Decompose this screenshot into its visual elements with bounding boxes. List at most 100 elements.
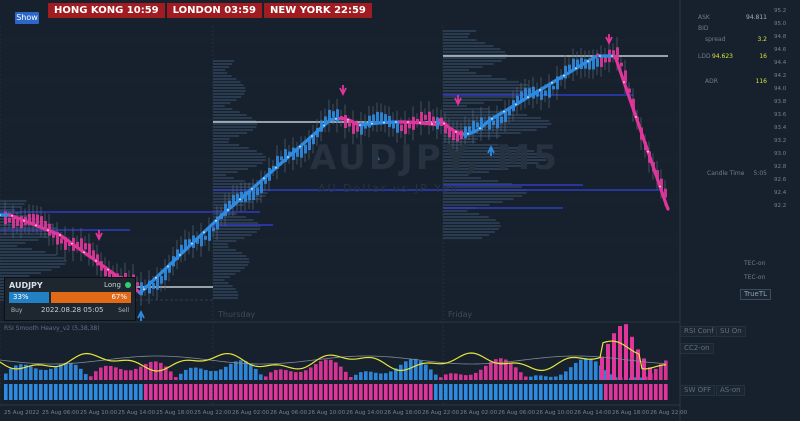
su-on-button[interactable]: SU On: [716, 326, 746, 337]
tec-on-button-2[interactable]: TEC-on: [744, 274, 766, 281]
ask-label: ASK: [698, 14, 710, 21]
volume-profile-day2: [213, 78, 237, 80]
candle-body: [56, 232, 59, 245]
price-axis-label: 93.0: [774, 151, 787, 157]
rsi-conf-button[interactable]: RSI Conf: [680, 326, 718, 337]
volume-profile-day3: [443, 192, 527, 194]
candle-body: [328, 109, 331, 123]
indicator-histogram-bar: [124, 370, 128, 380]
indicator-histogram-bar: [199, 368, 203, 380]
volume-profile-day3: [443, 186, 522, 188]
candle-body: [304, 144, 307, 154]
candle-body: [248, 191, 251, 201]
sell-arrow-icon: [95, 230, 103, 242]
volume-profile-day2: [213, 150, 257, 152]
day-label-friday: Friday: [448, 310, 473, 319]
candle-body: [408, 123, 411, 129]
candle-body: [564, 65, 567, 79]
strength-strip-bar: [49, 384, 53, 400]
strength-strip-bar: [599, 384, 603, 400]
strength-strip-bar: [169, 384, 173, 400]
candle-body: [616, 47, 619, 61]
indicator-histogram-bar: [484, 365, 488, 380]
volume-profile-day3: [443, 234, 490, 236]
volume-profile-day2: [213, 255, 247, 257]
indicator-spike-bar: [618, 326, 622, 380]
volume-profile-day1: [0, 269, 52, 271]
indicator-histogram-bar: [399, 364, 403, 380]
candle-body: [332, 111, 335, 118]
show-button[interactable]: Show: [15, 12, 39, 24]
moving-average-dot: [611, 55, 613, 57]
tec-on-button-1[interactable]: TEC-on: [744, 260, 766, 267]
indicator-histogram-bar: [179, 373, 183, 380]
ldd-label: LDD: [698, 53, 711, 60]
volume-profile-day2: [213, 282, 229, 284]
strength-strip-bar: [504, 384, 508, 400]
candle-body: [228, 200, 231, 209]
indicator-histogram-bar: [244, 361, 248, 380]
strength-strip-bar: [469, 384, 473, 400]
volume-profile-day2: [213, 93, 245, 95]
volume-profile-day3: [443, 63, 494, 65]
volume-profile-day2: [213, 237, 245, 239]
volume-profile-day3: [443, 126, 548, 128]
volume-profile-day3: [443, 111, 510, 113]
price-axis-label: 92.4: [774, 190, 787, 196]
strength-strip-bar: [259, 384, 263, 400]
moving-average-dot: [347, 118, 349, 121]
indicator-histogram-bar: [489, 361, 493, 380]
volume-profile-day3: [443, 153, 545, 155]
volume-profile-day2: [213, 144, 240, 146]
volume-profile-day3: [443, 135, 501, 137]
sw-off-button[interactable]: SW OFF: [680, 385, 716, 396]
volume-profile-day2: [213, 243, 228, 245]
strength-strip-bar: [124, 384, 128, 400]
moving-average-dot: [635, 116, 637, 118]
indicator-histogram-bar: [529, 376, 533, 380]
strength-strip-bar: [309, 384, 313, 400]
strength-strip-bar: [449, 384, 453, 400]
strength-strip-bar: [534, 384, 538, 400]
moving-average-dot: [11, 214, 13, 217]
indicator-histogram-bar: [394, 368, 398, 380]
indicator-histogram-bar: [264, 376, 268, 380]
volume-profile-day3: [443, 210, 468, 212]
candle-body: [620, 62, 623, 67]
true-tl-button[interactable]: TrueTL: [740, 289, 772, 300]
volume-profile-day2: [213, 177, 234, 179]
candle-body: [188, 239, 191, 247]
strength-strip-bar: [299, 384, 303, 400]
indicator-histogram-bar: [249, 364, 253, 380]
strength-strip-bar: [344, 384, 348, 400]
volume-profile-day2: [213, 159, 266, 161]
candle-body: [208, 227, 211, 241]
adr-label: ADR: [705, 78, 718, 85]
candle-body: [60, 238, 63, 244]
candle-body: [216, 216, 219, 230]
moving-average-dot: [419, 121, 421, 124]
moving-average-dot: [623, 81, 625, 83]
volume-profile-day2: [213, 222, 259, 224]
strength-strip-bar: [484, 384, 488, 400]
indicator-histogram-bar: [389, 371, 393, 380]
time-axis-label: 25 Aug 22:00: [194, 410, 232, 416]
volume-profile-day2: [213, 87, 246, 89]
candle-body: [176, 249, 179, 260]
strength-strip-bar: [569, 384, 573, 400]
volume-profile-day2: [213, 180, 245, 182]
strength-strip-bar: [369, 384, 373, 400]
indicator-histogram-bar: [569, 367, 573, 380]
candle-body: [372, 114, 375, 124]
strength-strip-bar: [189, 384, 193, 400]
indicator-histogram-bar: [659, 364, 663, 380]
time-axis-label: 25 Aug 14:00: [118, 410, 156, 416]
strength-strip-bar: [179, 384, 183, 400]
cc2-on-button[interactable]: CC2-on: [680, 343, 714, 354]
sentiment-panel[interactable]: AUDJPY Long 33% 67% Buy 2022.08.28 05:05…: [4, 277, 136, 321]
as-on-button[interactable]: AS-on: [716, 385, 745, 396]
indicator-histogram-bar: [119, 369, 123, 380]
volume-profile-day3: [443, 216, 489, 218]
time-axis-label: 26 Aug 02:00: [232, 410, 270, 416]
